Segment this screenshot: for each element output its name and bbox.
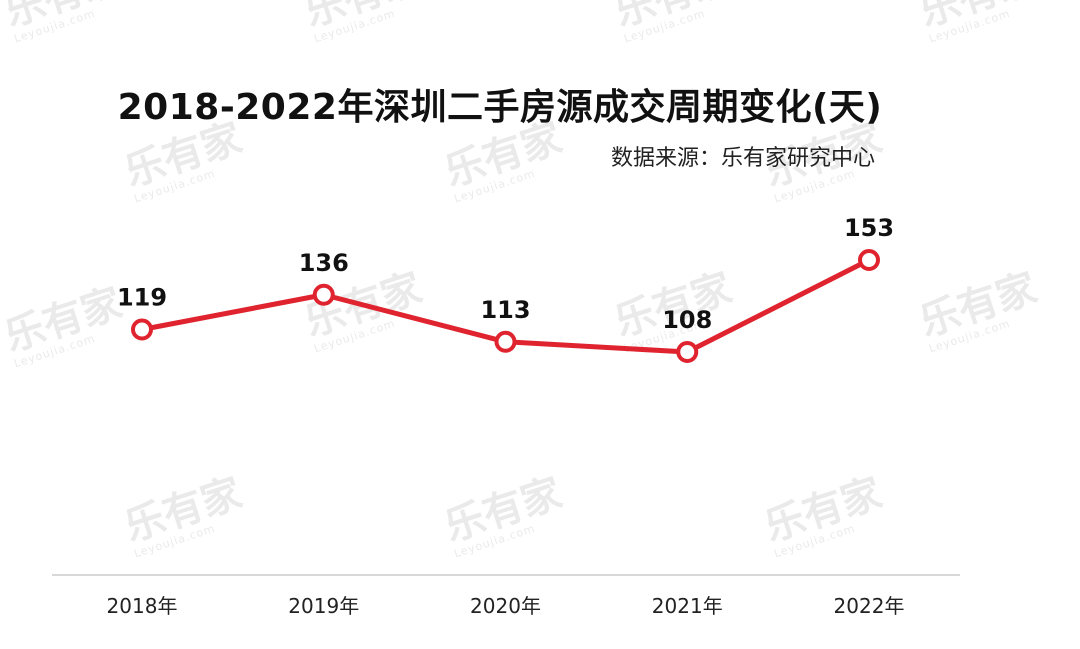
data-point: [312, 283, 335, 306]
data-label: 113: [480, 296, 530, 324]
data-label: 119: [117, 284, 167, 312]
data-label: 108: [662, 306, 712, 334]
data-point: [676, 341, 699, 363]
data-point: [131, 318, 153, 341]
chart-source: 数据来源：乐有家研究中心: [610, 146, 875, 171]
data-label: 136: [299, 249, 349, 277]
x-tick-label: 2018年: [107, 594, 178, 618]
x-tick-label: 2021年: [652, 594, 723, 618]
chart-title: 2018-2022年深圳二手房源成交周期变化(天): [117, 87, 883, 128]
x-tick-label: 2022年: [834, 594, 905, 618]
data-point: [494, 330, 517, 353]
data-point: [858, 249, 880, 271]
x-tick-label: 2020年: [470, 594, 541, 618]
x-tick-label: 2019年: [288, 594, 359, 618]
data-label: 153: [844, 214, 894, 242]
